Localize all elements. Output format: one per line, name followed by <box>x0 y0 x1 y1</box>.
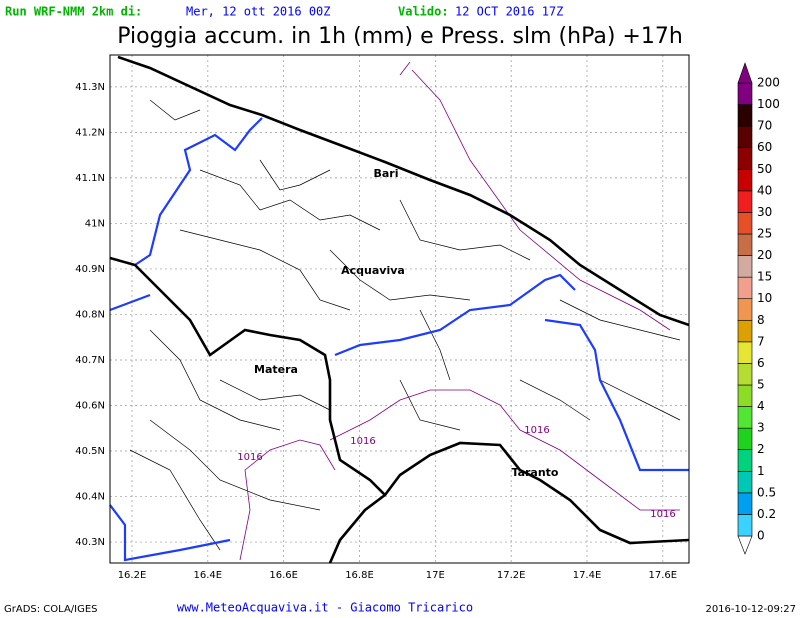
y-tick-label: 40.7N <box>75 355 105 366</box>
x-tick-label: 17.6E <box>649 570 678 581</box>
y-tick-label: 40.9N <box>75 264 105 275</box>
isobar-label: 1016 <box>350 436 375 447</box>
colorbar-end <box>737 535 753 555</box>
run-date: Mer, 12 ott 2016 00Z <box>186 5 331 19</box>
y-tick-label: 41N <box>85 218 105 229</box>
x-tick-label: 17E <box>426 570 445 581</box>
colorbar-label: 25 <box>757 227 772 241</box>
colorbar-box <box>737 125 753 149</box>
y-tick-label: 40.6N <box>75 401 105 412</box>
colorbar-box <box>737 82 753 105</box>
colorbar-label: 20 <box>757 248 772 262</box>
colorbar-label: 30 <box>757 205 772 219</box>
colorbar-box <box>737 319 753 343</box>
colorbar-box <box>737 255 753 278</box>
colorbar-label: 0.5 <box>757 485 776 499</box>
site-credit: www.MeteoAcquaviva.it - Giacomo Tricaric… <box>177 601 473 615</box>
x-tick-label: 16.2E <box>118 570 147 581</box>
colorbar-box <box>737 233 753 256</box>
run-label: Run WRF-NMM 2km di: <box>5 5 142 19</box>
colorbar-label: 4 <box>757 399 765 413</box>
municipal-borders <box>129 99 681 551</box>
x-tick-label: 17.2E <box>497 570 526 581</box>
colorbar-label: 0.2 <box>757 507 776 521</box>
colorbar-box <box>737 514 753 537</box>
colorbar-label: 50 <box>757 162 772 176</box>
isobar-label: 1016 <box>650 509 675 520</box>
valid-label: Valido: <box>398 5 449 19</box>
colorbar-label: 7 <box>757 334 765 348</box>
x-tick-label: 16.6E <box>269 570 298 581</box>
y-tick-label: 41.3N <box>75 82 105 93</box>
city-label: Matera <box>254 363 298 376</box>
colorbar-label: 60 <box>757 140 772 154</box>
valid-date: 12 OCT 2016 17Z <box>455 5 563 19</box>
isobar-label: 1016 <box>524 425 549 436</box>
x-tick-label: 17.4E <box>573 570 602 581</box>
map-shapes <box>109 55 690 564</box>
colorbar-box <box>737 363 753 386</box>
colorbar-box <box>737 384 753 407</box>
isobar-label: 1016 <box>237 452 262 463</box>
colorbar-label: 3 <box>757 421 765 435</box>
colorbar-box <box>737 212 753 235</box>
title: Pioggia accum. in 1h (mm) e Press. slm (… <box>117 24 683 49</box>
city-label: Bari <box>373 167 398 180</box>
colorbar-end <box>737 62 753 84</box>
colorbar-box <box>737 168 753 192</box>
colorbar-box <box>737 449 753 472</box>
province-borders <box>109 117 689 562</box>
colorbar-label: 70 <box>757 119 772 133</box>
city-label: Taranto <box>511 466 558 479</box>
colorbar-label: 0 <box>757 529 765 543</box>
colorbar-label: 200 <box>757 76 780 90</box>
colorbar-label: 6 <box>757 356 765 370</box>
colorbar-box <box>737 427 753 451</box>
timestamp: 2016-10-12-09:27 <box>705 604 796 615</box>
coast-and-regional-border <box>109 55 690 564</box>
colorbar-box <box>737 406 753 429</box>
software-credit: GrADS: COLA/IGES <box>4 604 98 615</box>
y-tick-label: 40.4N <box>75 492 105 503</box>
colorbar-label: 5 <box>757 378 765 392</box>
colorbar-box <box>737 298 753 321</box>
colorbar-label: 2 <box>757 442 765 456</box>
colorbar-label: 10 <box>757 291 772 305</box>
y-tick-label: 41.1N <box>75 173 105 184</box>
y-tick-label: 40.8N <box>75 309 105 320</box>
colorbar-label: 8 <box>757 313 765 327</box>
x-tick-label: 16.4E <box>194 570 223 581</box>
colorbar-box <box>737 147 753 170</box>
isobars <box>239 61 680 561</box>
colorbar-box <box>737 470 753 494</box>
colorbar-label: 40 <box>757 183 772 197</box>
colorbar-box <box>737 276 753 300</box>
y-tick-label: 41.2N <box>75 127 105 138</box>
city-label: Acquaviva <box>341 264 405 277</box>
y-tick-label: 40.5N <box>75 446 105 457</box>
colorbar-label: 100 <box>757 97 780 111</box>
y-tick-label: 40.3N <box>75 537 105 548</box>
colorbar-box <box>737 104 753 127</box>
colorbar-box <box>737 341 753 364</box>
map-frame <box>109 54 690 564</box>
x-tick-label: 16.8E <box>345 570 374 581</box>
colorbar-box <box>737 492 753 515</box>
colorbar-label: 1 <box>757 464 765 478</box>
colorbar-box <box>737 190 753 213</box>
colorbar-label: 15 <box>757 270 772 284</box>
